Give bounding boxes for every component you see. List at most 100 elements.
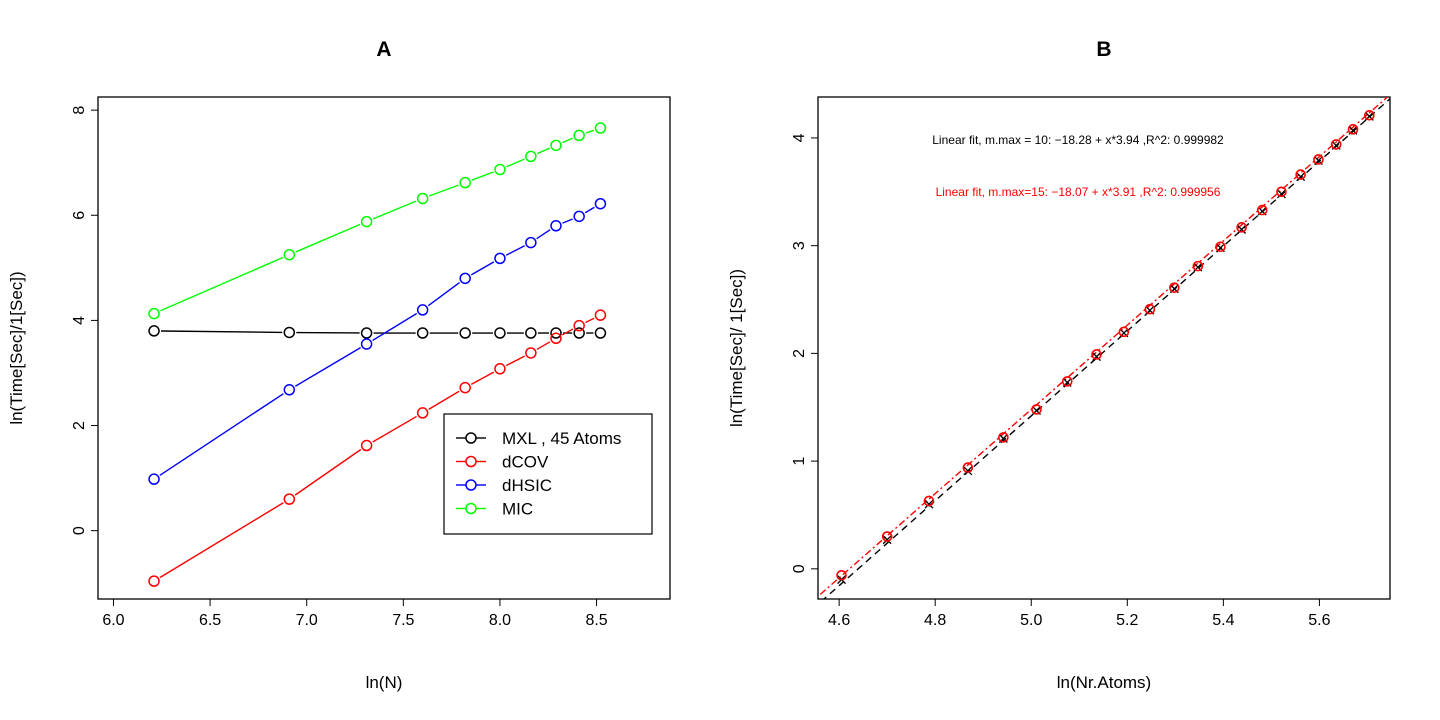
panel-a-y-axis: 0 2 4 6 8 — [71, 106, 99, 535]
panel-b-y-tick-label: 4 — [791, 133, 808, 142]
series-dhsic-point — [550, 220, 562, 232]
panel-a-x-label: ln(N) — [366, 673, 403, 692]
panel-a-x-tick-label: 6.0 — [102, 612, 124, 629]
series-dhsic-segment — [505, 245, 525, 256]
panel-a-legend: MXL , 45 Atoms dCOV dHSIC MIC — [443, 413, 653, 535]
series-dcov-point — [416, 407, 429, 419]
panel-a-x-tick-label: 8.0 — [489, 612, 511, 629]
series-mic-point — [416, 192, 429, 205]
series-dhsic-point — [148, 473, 160, 485]
point-circle-marker — [1031, 404, 1042, 415]
panel-b-x-tick-label: 5.2 — [1116, 612, 1138, 629]
series-mic-point — [459, 176, 471, 189]
series-dcov-segment — [505, 355, 525, 367]
series-dcov-point — [525, 347, 537, 359]
panel-b-y-tick-label: 2 — [791, 349, 808, 358]
series-mic-segment — [585, 129, 595, 134]
panel-b-annotation-red-fit: Linear fit, m.max=15: −18.07 + x*3.91 ,R… — [936, 185, 1221, 199]
point-circle-marker — [1364, 110, 1375, 121]
panel-b-y-label: ln(Time[Sec]/ 1[Sec]) — [727, 269, 746, 427]
panel-b-y-axis: 0 1 2 3 4 — [791, 133, 819, 573]
series-dhsic-segment — [470, 261, 495, 276]
fit-line-0 — [822, 97, 1390, 599]
series-mxl-45-atoms-point — [416, 327, 429, 339]
panel-a-y-tick-label: 6 — [71, 211, 88, 220]
series-dcov-segment — [294, 448, 362, 496]
series-dhsic-segment — [159, 393, 284, 476]
panel-b-x-tick-label: 4.6 — [828, 612, 850, 629]
series-mxl-45-atoms-segment — [161, 330, 283, 334]
series-mic-point — [550, 139, 562, 152]
point-circle-marker — [1169, 282, 1180, 293]
point-circle-marker — [881, 531, 893, 542]
legend-label: MXL , 45 Atoms — [502, 429, 621, 448]
series-mic-segment — [372, 200, 417, 220]
panel-b-x-axis: 4.6 4.8 5.0 5.2 5.4 5.6 — [828, 598, 1331, 629]
point-circle-marker — [998, 432, 1009, 443]
point-circle-marker — [1295, 169, 1306, 180]
legend-marker — [465, 432, 477, 444]
series-mic-segment — [471, 171, 494, 181]
legend-label: dHSIC — [502, 476, 552, 495]
legend-marker — [465, 502, 477, 515]
series-dcov-point — [550, 332, 562, 345]
panel-a-y-tick-label: 8 — [71, 106, 88, 115]
panel-a-y-tick-label: 4 — [71, 316, 88, 325]
panel-a-x-tick-label: 6.5 — [199, 612, 221, 629]
series-dhsic-segment — [372, 312, 418, 342]
point-circle-marker — [923, 495, 935, 507]
legend-label: MIC — [502, 500, 533, 519]
panel-a-x-axis: 6.0 6.5 7.0 7.5 8.0 8.5 — [102, 598, 608, 629]
panel-b-fit-lines — [818, 97, 1390, 599]
series-dcov-segment — [372, 415, 417, 443]
point-circle-marker — [1256, 204, 1268, 216]
point-circle-marker — [1236, 222, 1247, 233]
point-circle-marker — [1276, 186, 1287, 198]
point-x-marker — [1092, 352, 1102, 362]
panel-b-x-label: ln(Nr.Atoms) — [1057, 673, 1151, 692]
point-circle-marker — [1144, 303, 1156, 315]
series-dhsic-point — [525, 236, 537, 249]
series-dhsic-point — [416, 304, 429, 316]
series-dcov-segment — [561, 328, 574, 336]
series-dcov — [148, 309, 607, 587]
panel-b-annotation-black-fit: Linear fit, m.max = 10: −18.28 + x*3.94 … — [932, 133, 1224, 147]
legend-label: dCOV — [502, 453, 549, 472]
series-mic — [148, 122, 607, 320]
series-dhsic-segment — [562, 218, 573, 224]
series-0-x-markers — [837, 111, 1374, 585]
series-mic-point — [573, 129, 585, 142]
point-circle-marker — [1091, 349, 1102, 360]
series-dcov-point — [573, 319, 585, 332]
point-x-marker — [963, 466, 973, 476]
series-dcov-point — [283, 493, 296, 505]
series-mic-segment — [536, 147, 550, 155]
legend-entry-dhsic: dHSIC — [456, 476, 552, 495]
series-mxl-45-atoms-point — [594, 327, 607, 339]
panel-b-y-tick-label: 1 — [791, 457, 808, 466]
point-circle-marker — [962, 462, 974, 473]
panel-b-title: B — [1096, 38, 1111, 61]
series-1-circle-markers — [836, 110, 1375, 581]
series-dcov-point — [148, 575, 160, 587]
legend-box — [443, 413, 653, 535]
legend-entry-mic: MIC — [456, 500, 533, 519]
series-mxl-45-atoms-point — [573, 327, 585, 339]
panel-b: B 4.6 4.8 5.0 5.2 5.4 5.6 0 1 2 3 4 Linear fit, m… — [727, 38, 1391, 692]
panel-b-x-tick-label: 5.4 — [1212, 612, 1234, 629]
point-x-marker — [882, 535, 892, 545]
series-dcov-segment — [428, 390, 460, 410]
fit-line-1 — [818, 97, 1389, 598]
series-mxl-45-atoms-point — [283, 326, 296, 339]
series-dhsic-point — [459, 272, 471, 285]
panel-a: A 6.0 6.5 7.0 7.5 8.0 8.5 0 2 4 6 8 ln(N) ln(Time… — [7, 38, 671, 692]
series-mxl-45-atoms-point — [494, 327, 506, 339]
series-dhsic-point — [594, 197, 607, 210]
series-dcov-segment — [536, 341, 551, 351]
series-mic-segment — [428, 184, 459, 197]
series-dhsic-segment — [294, 347, 361, 387]
legend-marker — [465, 479, 477, 491]
series-mic-segment — [506, 158, 525, 168]
series-dhsic-segment — [536, 229, 551, 240]
